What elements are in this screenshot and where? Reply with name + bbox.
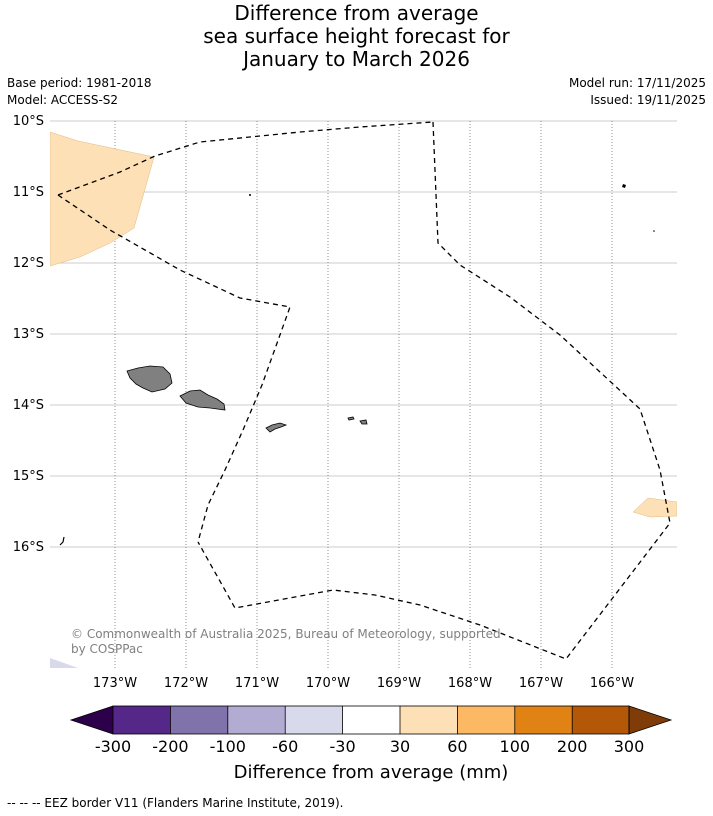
island-upolu [179,389,226,411]
colorbar-tick: 100 [500,737,531,756]
lat-label: 14°S [13,398,44,413]
base-period: Base period: 1981-2018 [7,76,152,90]
colorbar-over-arrow [628,705,673,735]
colorbar-segment [113,706,171,734]
lon-label: 168°W [448,676,492,691]
lon-label: 169°W [377,676,421,691]
lon-label: 171°W [235,676,279,691]
lon-gridlines [114,120,613,668]
lon-label: 166°W [590,676,634,691]
lat-label: 16°S [13,540,44,555]
lat-label: 10°S [13,114,44,129]
lat-label: 13°S [13,327,44,342]
island-dot-3 [653,230,655,232]
lon-label: 172°W [164,676,208,691]
anomaly-patch-northwest [50,131,155,267]
eez-borders [57,121,671,660]
eez-footnote: -- -- -- EEZ border V11 (Flanders Marine… [7,796,344,810]
title-line-2: sea surface height forecast for [203,24,510,48]
colorbar-tick: -100 [210,737,246,756]
colorbar-segment [514,706,573,734]
lon-label: 170°W [306,676,350,691]
lat-label: 12°S [13,256,44,271]
colorbar-tick: -200 [152,737,188,756]
lon-label: 173°W [93,676,137,691]
lat-label: 15°S [13,469,44,484]
colorbar-tick: -30 [330,737,356,756]
title-line-3: January to March 2026 [243,47,470,71]
colorbar-tick: 30 [390,737,410,756]
colorbar-label: Difference from average (mm) [234,762,509,783]
model-run: Model run: 17/11/2025 [568,76,706,90]
colorbar-segment [457,706,515,734]
eez-border-samoa-southwest [57,194,291,543]
colorbar-segment [285,706,343,734]
island-tutuila [265,422,288,433]
colorbar-tick: -60 [272,737,298,756]
lon-label: 167°W [519,676,563,691]
colorbar-tick: 60 [447,737,467,756]
lon-labels: 173°W 172°W 171°W 170°W 169°W 168°W 167°… [93,676,634,691]
colorbar-segment [227,706,286,734]
anomaly-patch-southwest [50,658,78,668]
colorbar-tick: -300 [95,737,131,756]
copyright-line-2: by COSPPac [71,642,143,656]
colorbar-segment [170,706,228,734]
map-area: © Commonwealth of Australia 2025, Bureau… [50,120,677,668]
island-ofu [347,416,355,421]
lat-gridlines [50,120,677,548]
lat-labels: 10°S 11°S 12°S 13°S 14°S 15°S 16°S [13,114,44,555]
island-dot-2 [622,184,626,188]
eez-border-american-samoa [197,121,671,660]
copyright-line-1: © Commonwealth of Australia 2025, Bureau… [71,627,501,641]
colorbar-segment [342,706,400,734]
issued-date: Issued: 19/11/2025 [590,93,706,107]
eez-border-samoa [57,121,434,196]
island-savaii [126,365,173,393]
colorbar: -300 -200 -100 -60 -30 30 60 100 200 300… [69,705,673,783]
island-dot-1 [249,194,251,196]
colorbar-under-arrow [69,705,114,735]
island-tau [359,419,368,425]
lat-label: 11°S [13,185,44,200]
colorbar-segment [572,706,630,734]
model-name: Model: ACCESS-S2 [7,93,119,107]
island-dot-4 [59,536,65,546]
map-figure: © Commonwealth of Australia 2025, Bureau… [13,114,677,783]
colorbar-segment [400,706,458,734]
colorbar-tick: 300 [614,737,645,756]
colorbar-tick: 200 [557,737,588,756]
title-line-1: Difference from average [234,1,479,25]
